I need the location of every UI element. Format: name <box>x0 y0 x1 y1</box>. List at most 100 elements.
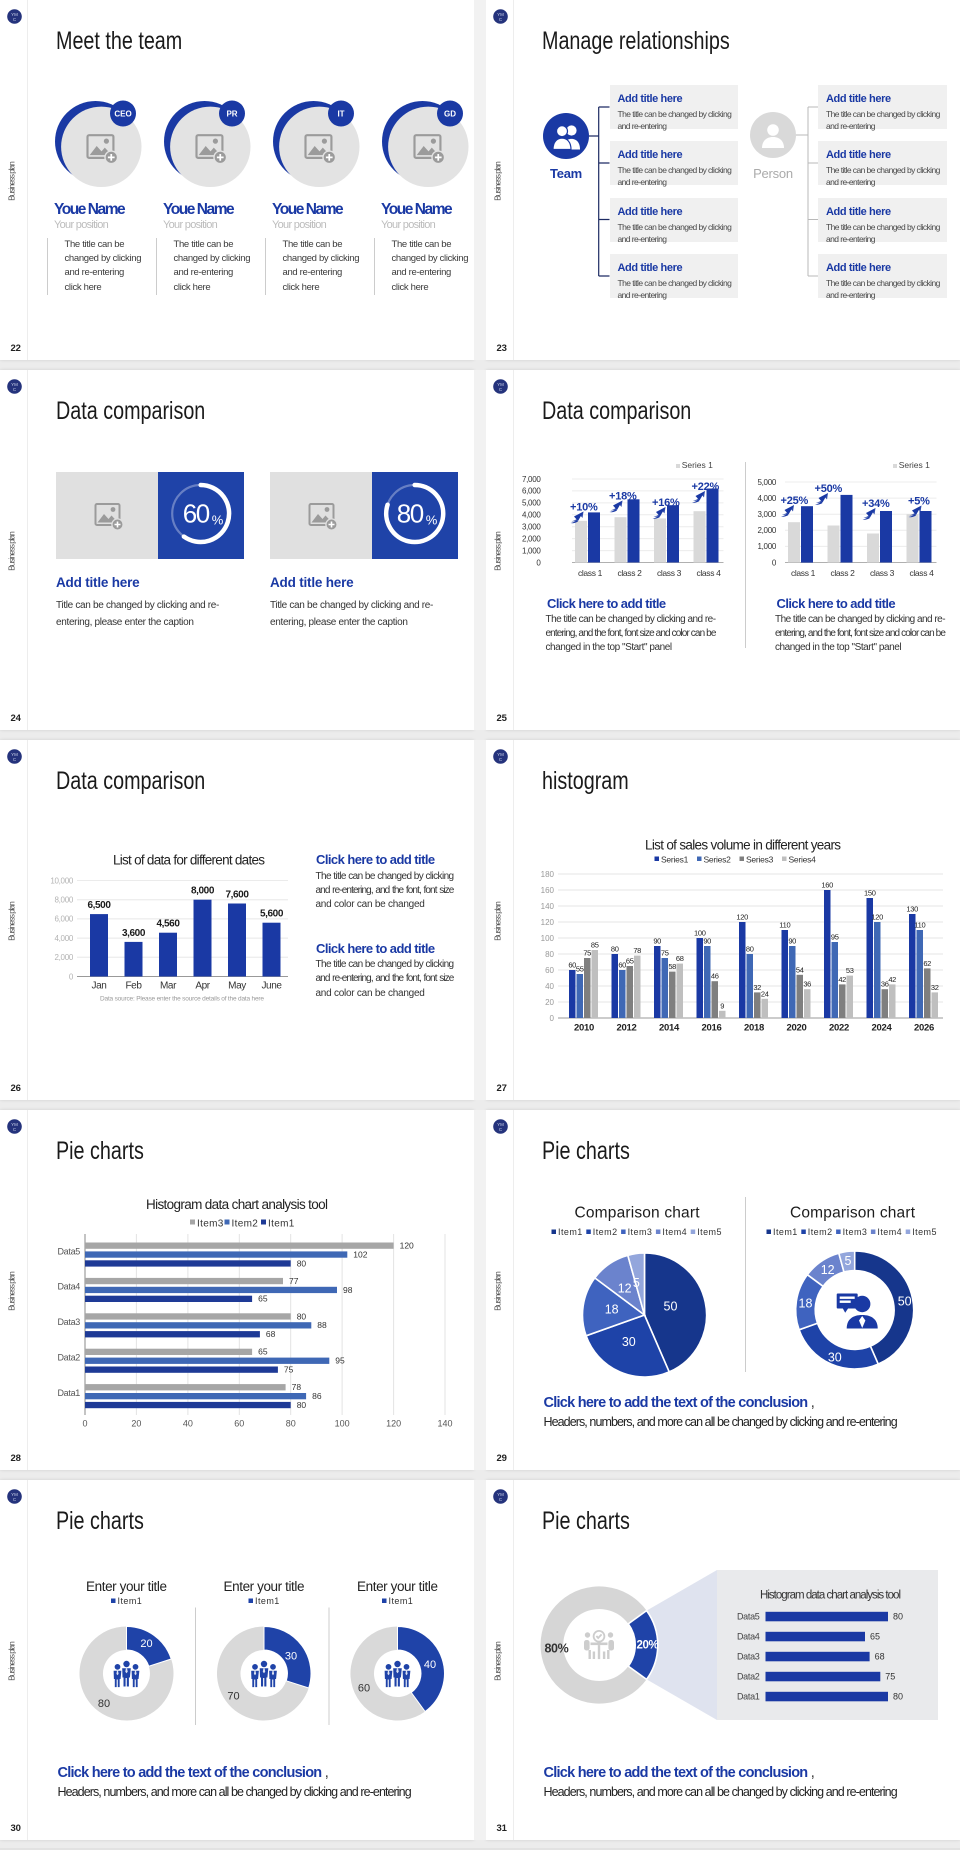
svg-text:4,000: 4,000 <box>522 511 541 520</box>
svg-text:30: 30 <box>285 1651 297 1663</box>
svg-text:5,000: 5,000 <box>757 478 776 487</box>
svg-text:60: 60 <box>568 961 576 970</box>
svg-text:30: 30 <box>622 1335 636 1349</box>
svg-text:YM: YM <box>497 1492 504 1497</box>
svg-text:2010: 2010 <box>574 1023 594 1034</box>
svg-text:5,600: 5,600 <box>260 909 284 920</box>
svg-text:Item1: Item1 <box>255 1596 279 1606</box>
svg-text:C: C <box>499 1127 503 1132</box>
svg-text:120: 120 <box>541 918 555 927</box>
svg-text:90: 90 <box>653 937 661 946</box>
svg-text:120: 120 <box>386 1419 401 1429</box>
svg-text:18: 18 <box>605 1303 619 1317</box>
svg-text:7,000: 7,000 <box>522 475 541 484</box>
svg-text:95: 95 <box>335 1356 345 1366</box>
svg-text:20: 20 <box>131 1419 141 1429</box>
svg-text:2018: 2018 <box>744 1023 764 1034</box>
svg-text:6,000: 6,000 <box>522 487 541 496</box>
svg-text:Item1: Item1 <box>773 1227 797 1237</box>
svg-text:Item5: Item5 <box>697 1227 721 1237</box>
svg-text:YM: YM <box>497 1122 504 1127</box>
svg-text:60: 60 <box>234 1419 244 1429</box>
svg-text:160: 160 <box>821 881 833 890</box>
svg-text:Data source: Please enter the: Data source: Please enter the source det… <box>100 996 264 1003</box>
svg-text:Enter your title: Enter your title <box>86 1579 167 1594</box>
svg-text:C: C <box>499 17 503 22</box>
svg-text:2,000: 2,000 <box>522 534 541 543</box>
svg-text:0: 0 <box>82 1419 87 1429</box>
svg-text:62: 62 <box>923 959 931 968</box>
svg-text:Item2: Item2 <box>808 1227 832 1237</box>
svg-text:75: 75 <box>885 1672 895 1682</box>
svg-text:Feb: Feb <box>125 981 142 992</box>
svg-text:+25%: +25% <box>781 495 809 507</box>
svg-text:class 2: class 2 <box>830 568 855 578</box>
svg-text:40: 40 <box>545 982 554 991</box>
svg-text:2,000: 2,000 <box>54 953 73 962</box>
svg-text:75: 75 <box>284 1365 294 1375</box>
svg-text:36: 36 <box>803 980 811 989</box>
svg-text:2016: 2016 <box>702 1023 722 1034</box>
svg-text:Data3: Data3 <box>737 1652 760 1662</box>
svg-text:CEO: CEO <box>114 109 131 118</box>
svg-text:6,000: 6,000 <box>54 915 73 924</box>
svg-text:24: 24 <box>761 989 769 998</box>
svg-text:Apr: Apr <box>195 981 210 992</box>
svg-text:4,000: 4,000 <box>757 494 776 503</box>
svg-text:2020: 2020 <box>787 1023 807 1034</box>
svg-text:List of sales volume in differ: List of sales volume in different years <box>645 838 841 853</box>
svg-text:+16%: +16% <box>652 497 680 509</box>
svg-text:Item1: Item1 <box>118 1596 142 1606</box>
svg-text:12: 12 <box>821 1263 835 1277</box>
svg-text:Data2: Data2 <box>737 1672 760 1682</box>
svg-text:YM: YM <box>497 382 504 387</box>
svg-text:Mar: Mar <box>160 981 177 992</box>
svg-text:140: 140 <box>437 1419 452 1429</box>
svg-text:100: 100 <box>694 929 706 938</box>
svg-text:80: 80 <box>893 1612 903 1622</box>
svg-text:80: 80 <box>746 945 754 954</box>
svg-text:75: 75 <box>661 949 669 958</box>
svg-text:68: 68 <box>875 1652 885 1662</box>
svg-text:Item3: Item3 <box>843 1227 867 1237</box>
svg-text:class 2: class 2 <box>617 568 642 578</box>
svg-text:Item2: Item2 <box>593 1227 617 1237</box>
svg-text:1,000: 1,000 <box>757 542 776 551</box>
svg-text:42: 42 <box>838 975 846 984</box>
svg-text:YM: YM <box>497 12 504 17</box>
svg-text:+5%: +5% <box>908 496 930 508</box>
svg-text:36: 36 <box>881 980 889 989</box>
svg-text:YM: YM <box>11 1492 18 1497</box>
svg-text:class 3: class 3 <box>657 568 682 578</box>
svg-text:20: 20 <box>545 998 554 1007</box>
svg-text:110: 110 <box>914 921 925 930</box>
svg-text:class 1: class 1 <box>578 568 603 578</box>
svg-text:65: 65 <box>258 1294 268 1304</box>
svg-text:90: 90 <box>788 937 796 946</box>
svg-text:9: 9 <box>720 1001 724 1010</box>
svg-text:80: 80 <box>286 1419 296 1429</box>
svg-text:2026: 2026 <box>914 1023 934 1034</box>
svg-text:Item5: Item5 <box>912 1227 936 1237</box>
svg-text:5: 5 <box>633 1276 640 1290</box>
svg-text:88: 88 <box>317 1320 327 1330</box>
svg-text:Item3: Item3 <box>197 1219 224 1230</box>
svg-text:100: 100 <box>335 1419 350 1429</box>
svg-text:Item2: Item2 <box>232 1219 259 1230</box>
svg-text:8,000: 8,000 <box>191 886 215 897</box>
svg-text:Item4: Item4 <box>662 1227 686 1237</box>
svg-text:95: 95 <box>831 933 839 942</box>
svg-text:C: C <box>13 1127 17 1132</box>
svg-text:Series2: Series2 <box>704 855 732 865</box>
svg-text:80: 80 <box>297 1400 307 1410</box>
svg-text:4,560: 4,560 <box>156 919 180 930</box>
svg-text:C: C <box>13 757 17 762</box>
svg-text:Item4: Item4 <box>877 1227 901 1237</box>
svg-text:Item3: Item3 <box>628 1227 652 1237</box>
svg-text:Data5: Data5 <box>737 1612 760 1622</box>
svg-text:Data5: Data5 <box>57 1246 80 1256</box>
svg-text:50: 50 <box>898 1295 912 1309</box>
svg-text:YM: YM <box>11 1122 18 1127</box>
svg-text:32: 32 <box>931 983 939 992</box>
svg-text:Histogram data chart analysis: Histogram data chart analysis tool <box>760 1590 901 1602</box>
